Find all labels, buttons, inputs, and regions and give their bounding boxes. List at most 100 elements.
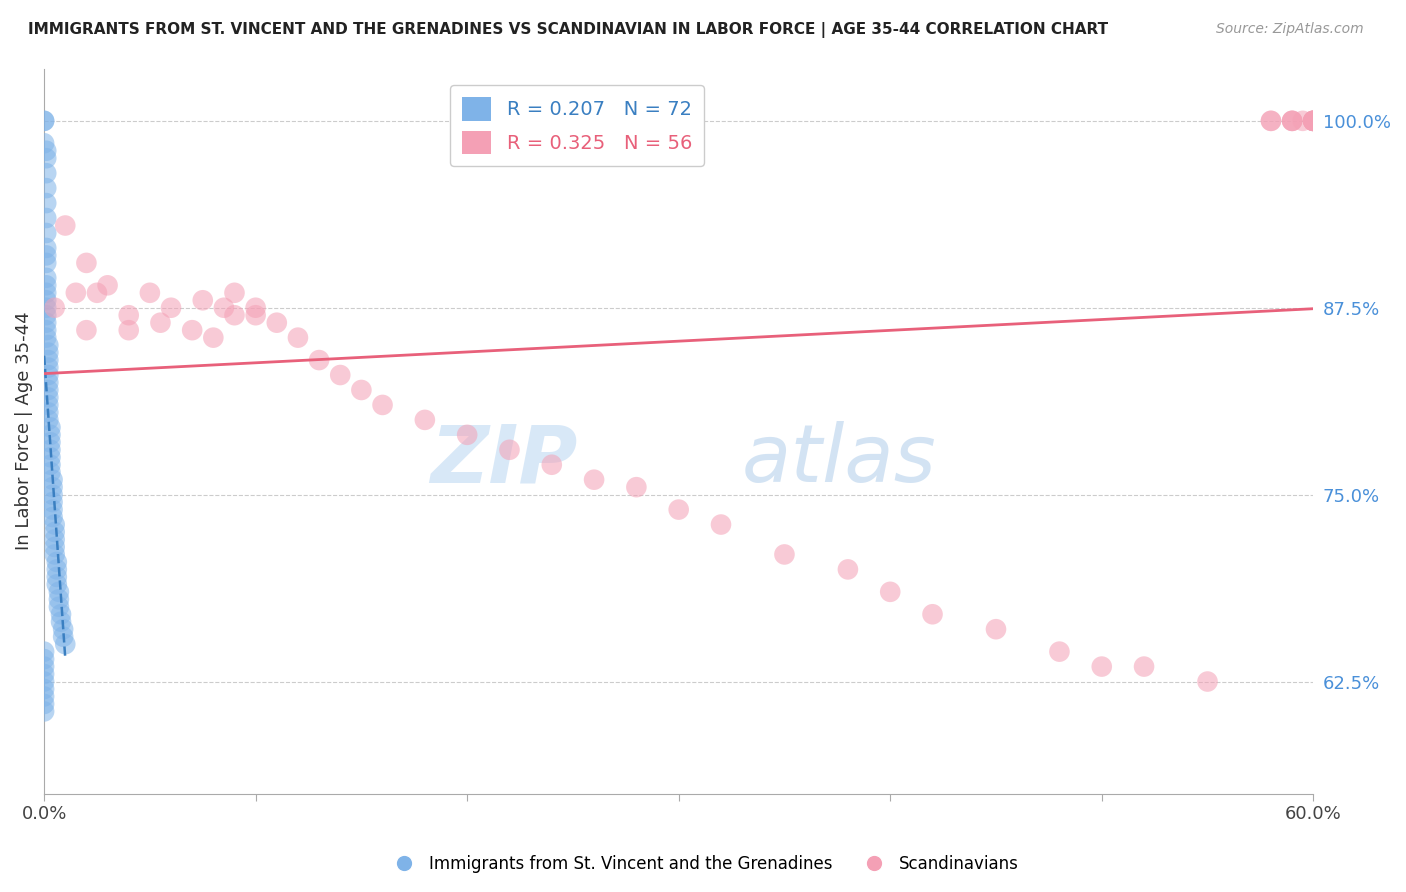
Point [52,630,75,644]
Y-axis label: In Labor Force | Age 35-44: In Labor Force | Age 35-44 [15,312,32,550]
Point [32,681,55,696]
Point [35,256,58,270]
Point [44,517,66,532]
Point [37,368,59,382]
Point [35,211,58,225]
Point [540,458,562,472]
Point [626,480,648,494]
Point [97,278,120,293]
Point [41,495,63,509]
Point [371,398,394,412]
Point [118,323,141,337]
Point [37,398,59,412]
Point [35,270,58,285]
Point [41,473,63,487]
Point [32,697,55,711]
Point [1302,113,1324,128]
Point [39,427,62,442]
Point [49,607,72,622]
Point [1049,645,1071,659]
Point [35,285,58,300]
Point [41,480,63,494]
Point [1281,113,1303,128]
Point [1281,113,1303,128]
Point [35,308,58,322]
Point [1302,113,1324,128]
Point [1260,113,1282,128]
Point [35,226,58,240]
Point [32,690,55,704]
Text: ZIP: ZIP [430,421,576,500]
Point [35,151,58,165]
Point [1091,659,1114,673]
Point [44,524,66,539]
Point [52,622,75,636]
Point [35,181,58,195]
Point [32,659,55,673]
Point [48,592,70,607]
Point [39,435,62,450]
Text: atlas: atlas [742,421,936,500]
Point [837,562,859,576]
Point [35,293,58,308]
Point [32,113,55,128]
Point [329,368,352,382]
Point [32,136,55,151]
Point [37,345,59,359]
Point [308,353,330,368]
Point [1302,113,1324,128]
Point [773,548,796,562]
Point [245,308,267,322]
Point [35,278,58,293]
Point [710,517,733,532]
Point [75,256,97,270]
Point [1302,113,1324,128]
Point [879,584,901,599]
Point [266,316,288,330]
Point [1292,113,1315,128]
Point [32,652,55,666]
Point [32,674,55,689]
Point [37,383,59,397]
Point [37,360,59,375]
Point [1133,659,1156,673]
Point [65,285,87,300]
Point [1302,113,1324,128]
Point [45,577,67,591]
Point [35,241,58,255]
Point [37,413,59,427]
Point [212,301,235,315]
Point [35,248,58,262]
Point [45,570,67,584]
Point [350,383,373,397]
Point [224,308,246,322]
Point [149,316,172,330]
Point [39,420,62,434]
Legend: R = 0.207   N = 72, R = 0.325   N = 56: R = 0.207 N = 72, R = 0.325 N = 56 [450,86,704,166]
Point [37,376,59,390]
Point [75,323,97,337]
Point [44,533,66,547]
Point [583,473,606,487]
Point [32,667,55,681]
Point [668,502,690,516]
Point [245,301,267,315]
Point [35,301,58,315]
Point [37,353,59,368]
Point [37,391,59,405]
Point [224,285,246,300]
Point [37,405,59,419]
Point [1302,113,1324,128]
Point [35,331,58,345]
Point [41,510,63,524]
Point [139,285,162,300]
Point [37,338,59,352]
Point [32,113,55,128]
Point [44,548,66,562]
Point [1197,674,1219,689]
Point [35,316,58,330]
Text: Source: ZipAtlas.com: Source: ZipAtlas.com [1216,22,1364,37]
Point [41,488,63,502]
Point [39,465,62,479]
Point [181,323,204,337]
